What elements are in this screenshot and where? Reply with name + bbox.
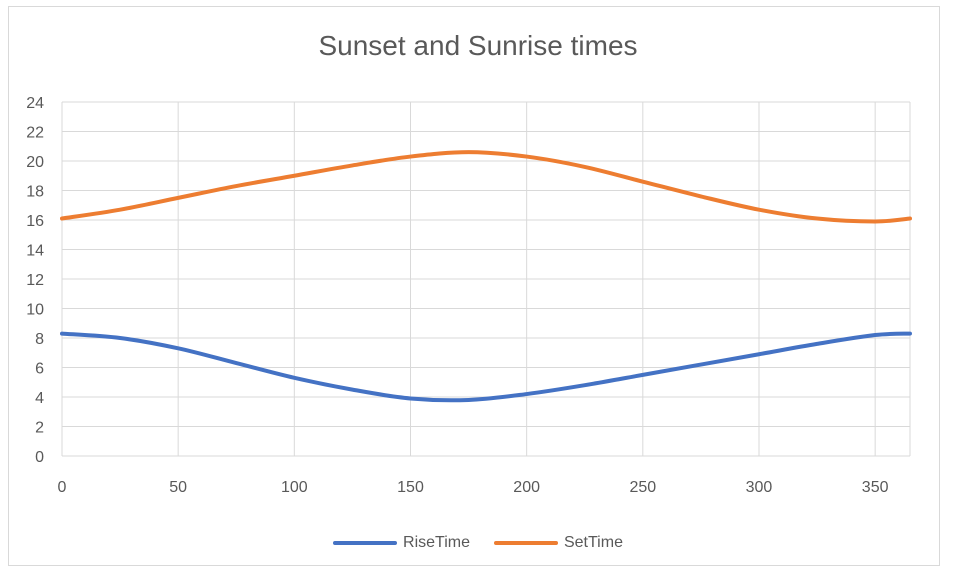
legend-label-settime: SetTime xyxy=(563,534,623,551)
x-tick-label: 0 xyxy=(58,479,67,496)
y-tick-label: 8 xyxy=(35,331,44,348)
x-tick-label: 200 xyxy=(513,479,540,496)
y-tick-label: 6 xyxy=(35,361,44,378)
series-line-settime xyxy=(60,150,912,224)
chart-title: Sunset and Sunrise times xyxy=(318,30,638,61)
x-tick-label: 300 xyxy=(746,479,773,496)
x-tick-label: 350 xyxy=(862,479,889,496)
x-tick-label: 50 xyxy=(169,479,187,496)
x-tick-labels: 0 50 100 150 200 250 300 350 xyxy=(58,479,889,496)
legend-swatch-settime xyxy=(493,541,558,545)
y-tick-label: 24 xyxy=(26,95,44,112)
legend-label-risetime: RiseTime xyxy=(403,534,470,551)
x-tick-label: 150 xyxy=(397,479,424,496)
series-lines xyxy=(60,150,912,403)
x-gridlines xyxy=(61,102,911,456)
legend: RiseTime SetTime xyxy=(0,534,956,552)
y-tick-label: 22 xyxy=(26,125,44,142)
y-tick-label: 14 xyxy=(26,243,44,260)
legend-item-settime: SetTime xyxy=(493,534,623,552)
y-tick-label: 2 xyxy=(35,420,44,437)
chart-frame xyxy=(8,6,940,566)
series-line-risetime xyxy=(60,331,912,403)
legend-swatch-risetime xyxy=(333,541,398,545)
y-tick-label: 10 xyxy=(26,302,44,319)
x-tick-label: 100 xyxy=(281,479,308,496)
x-tick-label: 250 xyxy=(629,479,656,496)
y-tick-label: 16 xyxy=(26,213,44,230)
y-gridlines xyxy=(62,101,910,457)
legend-item-risetime: RiseTime xyxy=(333,534,470,552)
y-tick-label: 0 xyxy=(35,449,44,466)
y-tick-label: 18 xyxy=(26,184,44,201)
y-tick-label: 4 xyxy=(35,390,44,407)
y-tick-label: 12 xyxy=(26,272,44,289)
y-tick-label: 20 xyxy=(26,154,44,171)
